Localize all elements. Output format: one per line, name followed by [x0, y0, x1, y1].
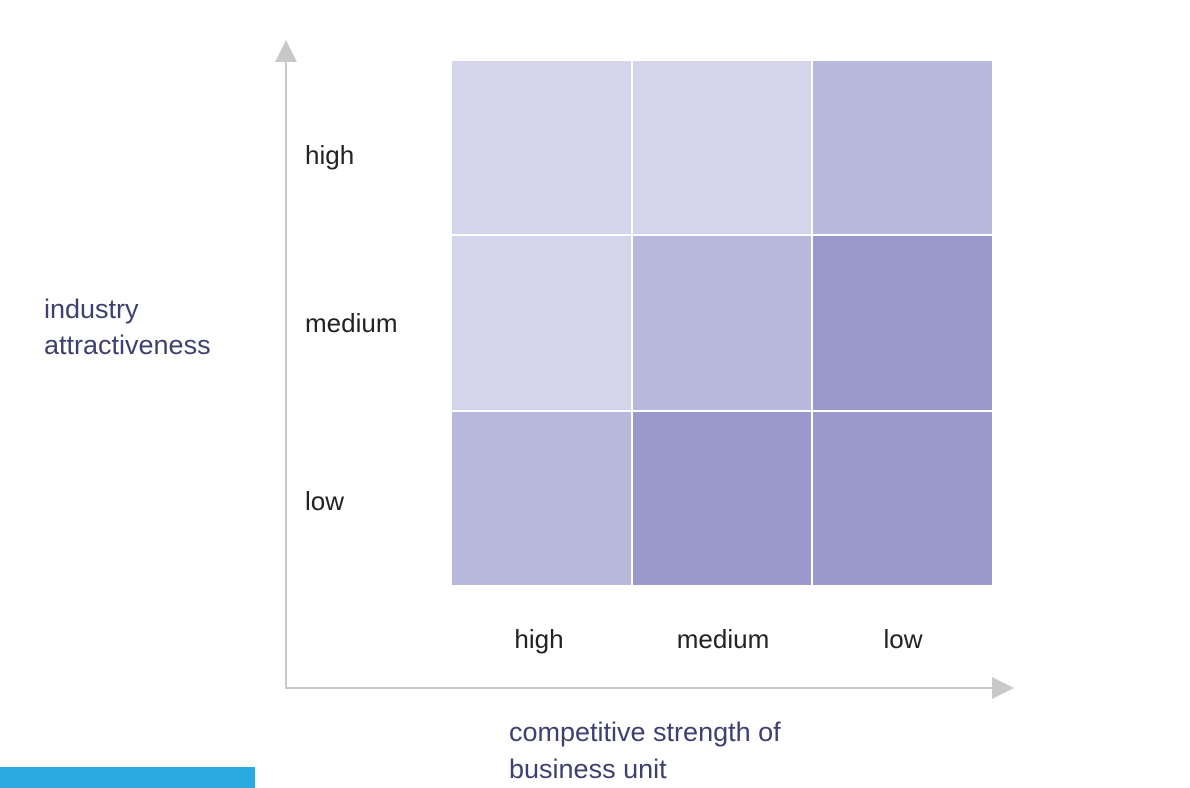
- x-axis-title-line2: business unit: [509, 754, 667, 784]
- x-axis-arrow: [992, 677, 1014, 699]
- row-label-high: high: [305, 140, 355, 170]
- cell-attr-high-strength-medium: [632, 61, 812, 235]
- cell-attr-low-strength-medium: [632, 411, 812, 585]
- cell-attr-low-strength-high: [452, 411, 631, 585]
- cell-attr-medium-strength-low: [813, 236, 992, 410]
- row-label-low: low: [305, 486, 345, 516]
- cell-attr-low-strength-low: [813, 411, 992, 585]
- col-label-high: high: [514, 624, 564, 654]
- y-axis-title: industry attractiveness: [44, 291, 274, 363]
- y-axis-arrow: [275, 40, 297, 62]
- row-label-medium: medium: [305, 308, 398, 338]
- cell-attr-medium-strength-high: [452, 236, 631, 410]
- x-axis-title: competitive strength of business unit: [509, 714, 909, 788]
- accent-bar: [0, 767, 255, 788]
- col-label-low: low: [883, 624, 923, 654]
- x-axis-title-line1: competitive strength of: [509, 717, 781, 747]
- y-axis-title-line2: attractiveness: [44, 330, 211, 360]
- cell-attr-high-strength-low: [813, 61, 992, 235]
- col-label-medium: medium: [676, 624, 770, 654]
- y-axis-title-line1: industry: [44, 294, 139, 324]
- cell-attr-high-strength-high: [452, 61, 631, 235]
- ge-matrix: [452, 61, 992, 585]
- cell-attr-medium-strength-medium: [632, 236, 812, 410]
